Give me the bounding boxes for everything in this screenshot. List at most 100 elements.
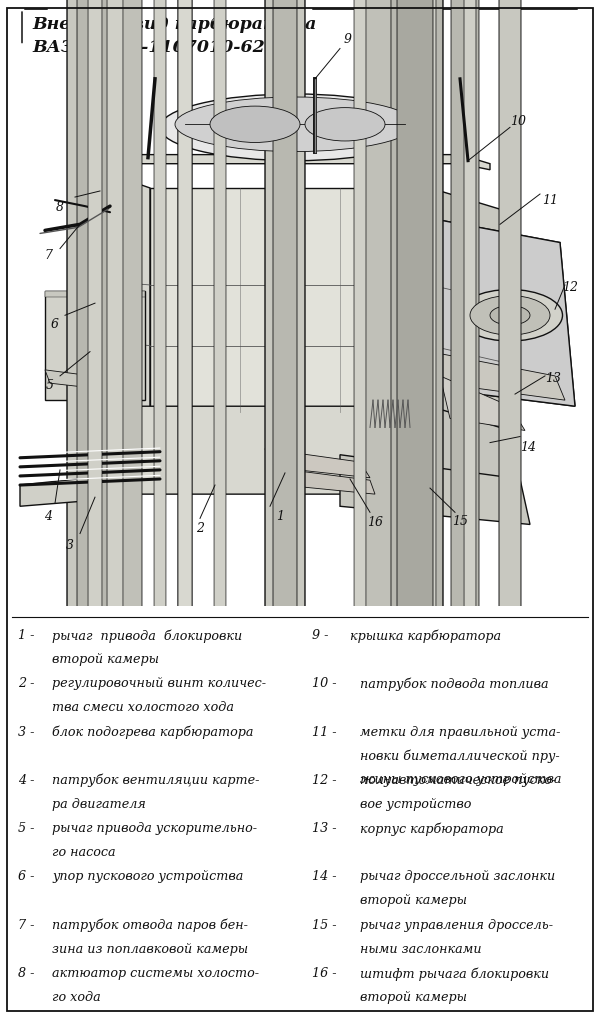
Text: 7 -: 7 -	[18, 919, 34, 931]
Text: патрубок отвода паров бен-: патрубок отвода паров бен-	[52, 919, 248, 932]
Circle shape	[178, 0, 192, 1019]
Circle shape	[278, 0, 292, 1019]
Circle shape	[378, 0, 392, 1019]
Text: второй камеры: второй камеры	[360, 895, 467, 907]
Polygon shape	[290, 470, 375, 494]
Polygon shape	[430, 218, 575, 407]
Text: 4: 4	[44, 511, 52, 523]
Text: 16: 16	[367, 517, 383, 529]
Text: 6 -: 6 -	[18, 870, 34, 883]
Text: второй камеры: второй камеры	[52, 653, 159, 666]
Polygon shape	[100, 155, 490, 170]
Ellipse shape	[458, 289, 563, 341]
Text: 16 -: 16 -	[312, 967, 337, 980]
Text: 9 -: 9 -	[312, 629, 328, 642]
Ellipse shape	[210, 106, 300, 143]
Circle shape	[499, 0, 521, 1019]
Text: 5: 5	[46, 378, 54, 391]
Text: 2 -: 2 -	[18, 678, 34, 690]
Text: 11: 11	[542, 194, 558, 207]
Text: 15 -: 15 -	[312, 919, 337, 931]
Polygon shape	[150, 187, 430, 413]
Polygon shape	[20, 477, 95, 506]
Text: новки биметаллической пру-: новки биметаллической пру-	[360, 750, 560, 763]
Circle shape	[387, 0, 443, 1019]
Circle shape	[378, 0, 392, 1019]
Text: го хода: го хода	[52, 990, 101, 1004]
Text: 13: 13	[545, 372, 561, 385]
Text: 1 -: 1 -	[18, 629, 34, 642]
Text: 3 -: 3 -	[18, 726, 34, 739]
Polygon shape	[65, 407, 445, 494]
Text: штифт рычага блокировки: штифт рычага блокировки	[360, 967, 549, 980]
Text: 3: 3	[66, 539, 74, 552]
Polygon shape	[265, 448, 370, 478]
Text: 11 -: 11 -	[312, 726, 337, 739]
Polygon shape	[45, 370, 120, 391]
Circle shape	[354, 0, 366, 1019]
Text: актюатор системы холосто-: актюатор системы холосто-	[52, 967, 259, 980]
Circle shape	[77, 0, 113, 1019]
Text: 9: 9	[344, 33, 352, 46]
Text: 6: 6	[51, 318, 59, 331]
Text: Внешний вид карбюратора: Внешний вид карбюратора	[32, 15, 316, 34]
Text: ра двигателя: ра двигателя	[52, 798, 146, 811]
Circle shape	[397, 0, 433, 1019]
Text: патрубок подвода топлива: патрубок подвода топлива	[360, 678, 548, 691]
Text: рычаг дроссельной заслонки: рычаг дроссельной заслонки	[360, 870, 555, 883]
Text: 14 -: 14 -	[312, 870, 337, 883]
Text: 8: 8	[56, 201, 64, 214]
Ellipse shape	[490, 306, 530, 325]
Text: корпус карбюратора: корпус карбюратора	[360, 822, 504, 836]
Text: вое устройство: вое устройство	[360, 798, 472, 811]
Ellipse shape	[470, 296, 550, 335]
Text: блок подогрева карбюратора: блок подогрева карбюратора	[52, 726, 254, 739]
Text: 8 -: 8 -	[18, 967, 34, 980]
Text: жины пускового устройства: жины пускового устройства	[360, 773, 562, 787]
Circle shape	[178, 0, 192, 1019]
Circle shape	[378, 0, 392, 1019]
Ellipse shape	[305, 108, 385, 141]
Ellipse shape	[160, 94, 430, 161]
Text: рычаг привода ускорительно-: рычаг привода ускорительно-	[52, 822, 257, 836]
Polygon shape	[440, 376, 525, 430]
Circle shape	[107, 0, 123, 1019]
Circle shape	[118, 0, 142, 1019]
Circle shape	[284, 0, 296, 1019]
Text: ными заслонками: ными заслонками	[360, 943, 482, 956]
Text: регулировочный винт количес-: регулировочный винт количес-	[52, 678, 266, 690]
Text: второй камеры: второй камеры	[360, 990, 467, 1004]
Circle shape	[273, 0, 297, 1019]
Circle shape	[451, 0, 479, 1019]
Text: рычаг управления дроссель-: рычаг управления дроссель-	[360, 919, 553, 931]
Polygon shape	[430, 352, 565, 400]
Text: крышка карбюратора: крышка карбюратора	[350, 629, 501, 643]
Text: тва смеси холостого хода: тва смеси холостого хода	[52, 701, 234, 714]
Circle shape	[67, 0, 123, 1019]
Text: 1: 1	[276, 511, 284, 523]
Ellipse shape	[175, 97, 415, 152]
Polygon shape	[430, 407, 520, 506]
Circle shape	[178, 0, 192, 1019]
Polygon shape	[45, 291, 145, 298]
Circle shape	[464, 0, 476, 1019]
Text: 10 -: 10 -	[312, 678, 337, 690]
Text: 2: 2	[196, 522, 204, 535]
Circle shape	[114, 0, 126, 1019]
Text: го насоса: го насоса	[52, 846, 116, 859]
Text: метки для правильной уста-: метки для правильной уста-	[360, 726, 560, 739]
Text: 12 -: 12 -	[312, 773, 337, 787]
Polygon shape	[340, 454, 530, 525]
Text: ВАЗ-21083-1107010-62: ВАЗ-21083-1107010-62	[32, 40, 265, 56]
Circle shape	[154, 0, 166, 1019]
Text: 14: 14	[520, 441, 536, 453]
Text: патрубок вентиляции карте-: патрубок вентиляции карте-	[52, 773, 259, 788]
Text: 7: 7	[44, 250, 52, 262]
Text: полуавтоматическое пуско-: полуавтоматическое пуско-	[360, 773, 556, 787]
Text: упор пускового устройства: упор пускового устройства	[52, 870, 244, 883]
Circle shape	[359, 0, 391, 1019]
Polygon shape	[430, 218, 575, 407]
Text: 10: 10	[510, 115, 526, 127]
Text: 12: 12	[562, 281, 578, 294]
Circle shape	[88, 0, 102, 1019]
